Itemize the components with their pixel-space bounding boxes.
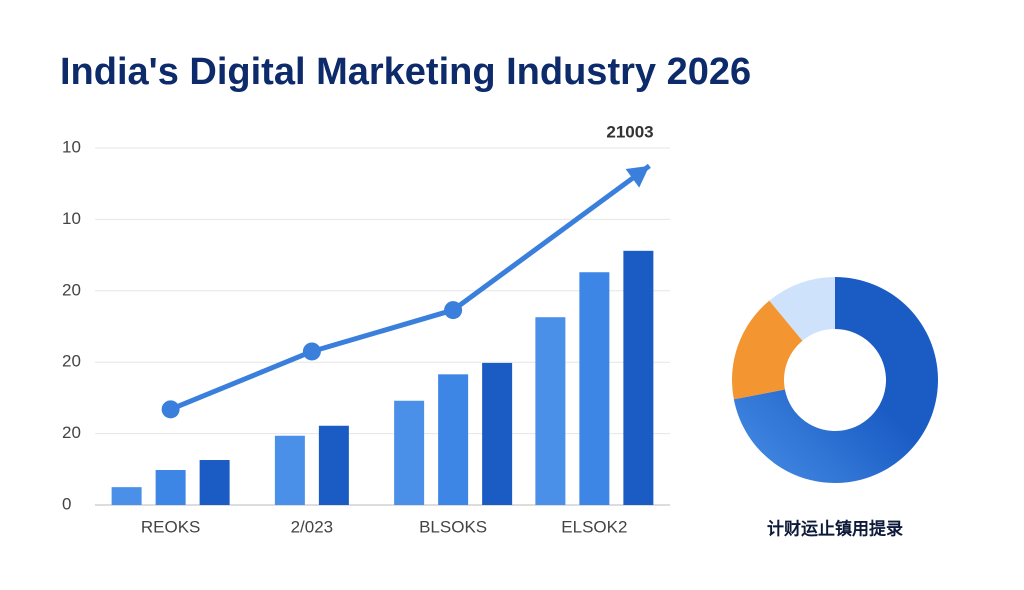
pie-slice [732, 300, 803, 400]
bar [535, 317, 566, 505]
x-tick-label: BLSOKS [419, 517, 487, 536]
y-tick-label: 20 [62, 280, 81, 299]
y-tick-label: 0 [62, 494, 71, 513]
y-tick-label: 10 [62, 137, 81, 156]
line-marker [302, 342, 321, 361]
bar [111, 487, 142, 505]
pie-slice [733, 277, 938, 483]
bar [579, 272, 610, 505]
bar [482, 362, 513, 505]
y-tick-label: 20 [62, 423, 81, 442]
y-tick-label: 10 [62, 209, 81, 228]
bar [199, 460, 230, 505]
bar [438, 374, 469, 505]
line-marker [161, 400, 180, 419]
bar [274, 435, 305, 505]
bar [318, 425, 349, 505]
line-marker [444, 301, 463, 320]
x-tick-label: ELSOK2 [561, 517, 627, 536]
x-tick-label: 2/023 [291, 517, 334, 536]
bar [623, 250, 654, 505]
pie-slice [769, 277, 835, 341]
chart-title: India's Digital Marketing Industry 2026 [60, 51, 751, 93]
bar [155, 470, 186, 505]
trend-line [169, 163, 651, 412]
x-tick-label: REOKS [141, 517, 201, 536]
bar [394, 400, 425, 505]
pie-caption: 计财运止镇用提录 [767, 518, 903, 538]
y-tick-label: 20 [62, 352, 81, 371]
annotation: 21003 [606, 122, 653, 141]
arrow-head [625, 165, 650, 188]
